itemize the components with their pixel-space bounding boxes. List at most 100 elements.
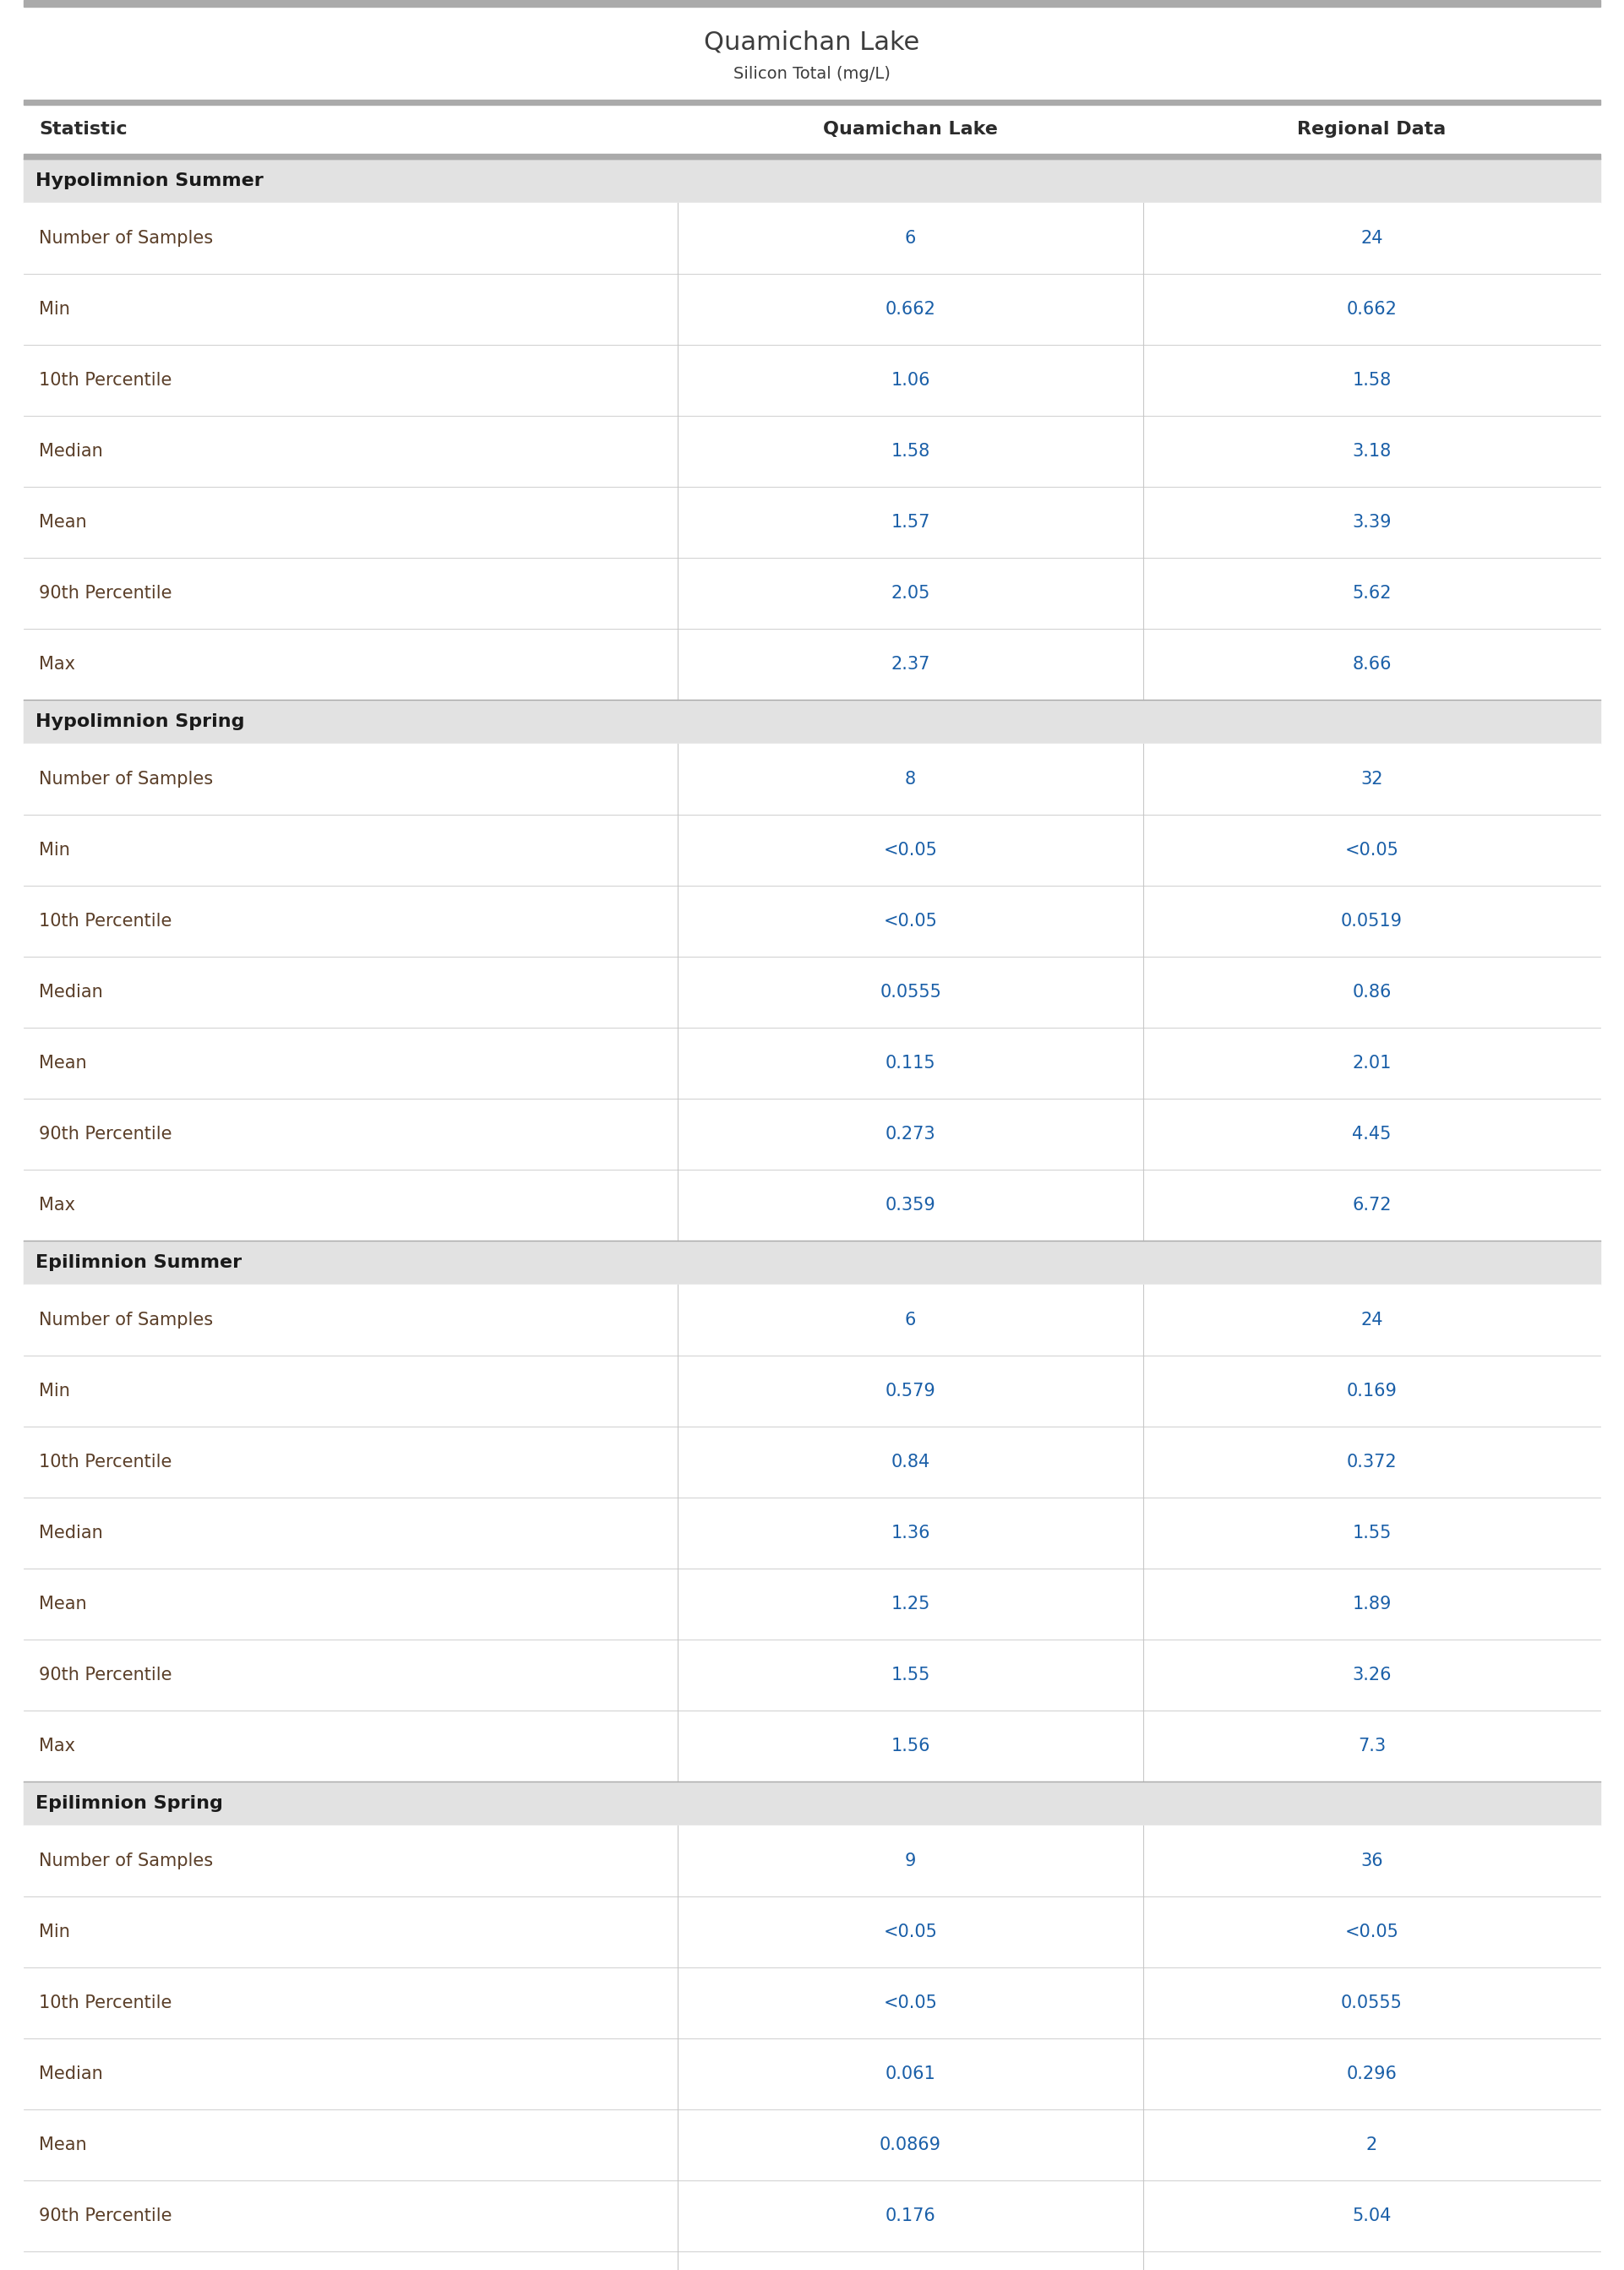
Text: 0.061: 0.061 <box>885 2066 935 2082</box>
Bar <box>24 159 1600 202</box>
Text: Min: Min <box>39 302 70 318</box>
Text: 90th Percentile: 90th Percentile <box>39 586 172 602</box>
Text: Min: Min <box>39 842 70 858</box>
Text: 1.55: 1.55 <box>892 1666 931 1684</box>
Text: <0.05: <0.05 <box>883 1923 937 1941</box>
Text: Median: Median <box>39 443 102 461</box>
Bar <box>24 745 1600 815</box>
Text: 0.372: 0.372 <box>1346 1453 1397 1471</box>
Bar <box>24 1498 1600 1569</box>
Text: 90th Percentile: 90th Percentile <box>39 2206 172 2225</box>
Bar <box>24 1569 1600 1639</box>
Text: 10th Percentile: 10th Percentile <box>39 913 172 931</box>
Text: 0.296: 0.296 <box>1346 2066 1397 2082</box>
Bar <box>24 1895 1600 1968</box>
Text: Median: Median <box>39 983 102 1001</box>
Text: 1.36: 1.36 <box>892 1525 931 1541</box>
Text: Quamichan Lake: Quamichan Lake <box>823 120 997 138</box>
Bar <box>24 2038 1600 2109</box>
Text: 0.273: 0.273 <box>885 1126 935 1142</box>
Text: 0.115: 0.115 <box>885 1056 935 1071</box>
Text: 0.169: 0.169 <box>1346 1382 1397 1401</box>
Bar <box>24 7 1600 100</box>
Bar <box>24 1242 1600 1285</box>
Text: 2.37: 2.37 <box>892 656 931 672</box>
Bar <box>24 0 1600 7</box>
Text: 0.86: 0.86 <box>1353 983 1392 1001</box>
Text: Min: Min <box>39 1923 70 1941</box>
Text: Max: Max <box>39 1737 75 1755</box>
Bar <box>24 275 1600 345</box>
Text: Mean: Mean <box>39 513 86 531</box>
Text: 1.56: 1.56 <box>892 1737 931 1755</box>
Text: 0.0555: 0.0555 <box>880 983 942 1001</box>
Text: 32: 32 <box>1361 772 1384 788</box>
Text: 10th Percentile: 10th Percentile <box>39 372 172 388</box>
Text: Number of Samples: Number of Samples <box>39 772 213 788</box>
Text: 24: 24 <box>1361 229 1384 247</box>
Text: 0.662: 0.662 <box>885 302 935 318</box>
Text: 90th Percentile: 90th Percentile <box>39 1666 172 1684</box>
Bar <box>24 345 1600 415</box>
Text: <0.05: <0.05 <box>883 1995 937 2011</box>
Bar <box>24 104 1600 154</box>
Text: Silicon Total (mg/L): Silicon Total (mg/L) <box>734 66 890 82</box>
Text: 1.58: 1.58 <box>1353 372 1392 388</box>
Text: Number of Samples: Number of Samples <box>39 1312 213 1328</box>
Bar <box>24 558 1600 629</box>
Text: <0.05: <0.05 <box>883 913 937 931</box>
Text: Hypolimnion Summer: Hypolimnion Summer <box>36 173 263 188</box>
Text: Hypolimnion Spring: Hypolimnion Spring <box>36 713 245 731</box>
Text: 0.176: 0.176 <box>885 2206 935 2225</box>
Text: Epilimnion Summer: Epilimnion Summer <box>36 1253 242 1271</box>
Text: 10th Percentile: 10th Percentile <box>39 1453 172 1471</box>
Text: Max: Max <box>39 1196 75 1214</box>
Text: Median: Median <box>39 2066 102 2082</box>
Text: 7.3: 7.3 <box>1358 1737 1385 1755</box>
Text: 6: 6 <box>905 1312 916 1328</box>
Text: 0.0555: 0.0555 <box>1341 1995 1403 2011</box>
Text: Epilimnion Spring: Epilimnion Spring <box>36 1796 222 1811</box>
Text: 0.359: 0.359 <box>885 1196 935 1214</box>
Text: 0.579: 0.579 <box>885 1382 935 1401</box>
Text: 9: 9 <box>905 1852 916 1870</box>
Text: Number of Samples: Number of Samples <box>39 229 213 247</box>
Text: 6: 6 <box>905 229 916 247</box>
Bar <box>24 202 1600 275</box>
Text: 1.06: 1.06 <box>892 372 931 388</box>
Text: 1.57: 1.57 <box>892 513 931 531</box>
Bar <box>24 1968 1600 2038</box>
Bar <box>24 2181 1600 2252</box>
Text: <0.05: <0.05 <box>883 842 937 858</box>
Bar <box>24 1639 1600 1712</box>
Text: Quamichan Lake: Quamichan Lake <box>705 30 919 54</box>
Text: 2: 2 <box>1366 2136 1377 2154</box>
Bar <box>24 629 1600 699</box>
Text: 0.84: 0.84 <box>892 1453 931 1471</box>
Text: Min: Min <box>39 1382 70 1401</box>
Bar <box>24 154 1600 159</box>
Text: 0.0519: 0.0519 <box>1341 913 1403 931</box>
Bar <box>24 2252 1600 2270</box>
Text: 4.45: 4.45 <box>1353 1126 1392 1142</box>
Text: 24: 24 <box>1361 1312 1384 1328</box>
Text: 1.89: 1.89 <box>1353 1596 1392 1612</box>
Text: 3.39: 3.39 <box>1353 513 1392 531</box>
Bar <box>24 1825 1600 1895</box>
Text: Statistic: Statistic <box>39 120 127 138</box>
Bar <box>24 486 1600 558</box>
Text: 5.62: 5.62 <box>1353 586 1392 602</box>
Bar <box>24 1099 1600 1169</box>
Text: <0.05: <0.05 <box>1345 842 1398 858</box>
Bar <box>24 415 1600 486</box>
Text: 0.0869: 0.0869 <box>880 2136 942 2154</box>
Text: 1.25: 1.25 <box>892 1596 931 1612</box>
Text: 1.58: 1.58 <box>892 443 931 461</box>
Text: Mean: Mean <box>39 2136 86 2154</box>
Text: 0.662: 0.662 <box>1346 302 1397 318</box>
Text: Mean: Mean <box>39 1596 86 1612</box>
Text: 36: 36 <box>1361 1852 1384 1870</box>
Text: 1.55: 1.55 <box>1353 1525 1392 1541</box>
Bar <box>24 1782 1600 1825</box>
Bar <box>24 1355 1600 1426</box>
